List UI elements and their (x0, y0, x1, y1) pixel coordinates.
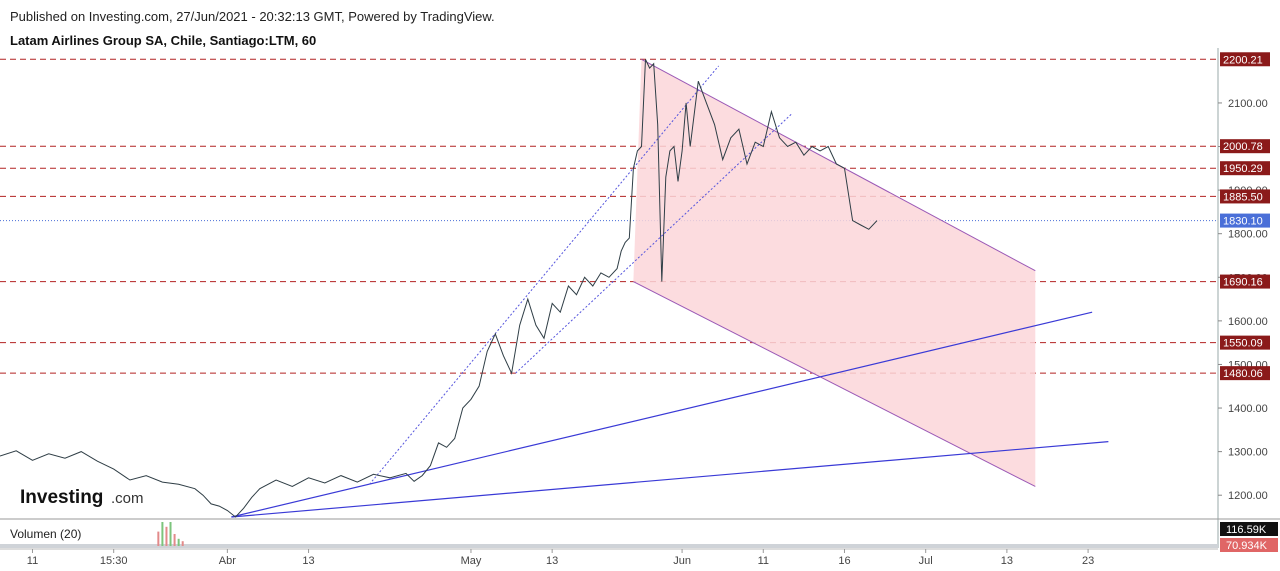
logo-name: Investing (20, 487, 103, 508)
x-tick-label: Abr (219, 555, 236, 567)
level-tag: 2200.21 (1220, 52, 1270, 67)
level-tag-label: 1480.06 (1223, 368, 1263, 380)
x-tick-label: 13 (302, 555, 314, 567)
volume-ma-tag-bg (1220, 538, 1278, 552)
level-tag: 1885.50 (1220, 189, 1270, 204)
x-tick-label: May (461, 555, 482, 567)
channel-fill (633, 59, 1036, 487)
level-tag-label: 1690.16 (1223, 277, 1263, 289)
level-tag: 1690.16 (1220, 274, 1270, 289)
level-tag-label: 1950.29 (1223, 163, 1263, 175)
level-tag-bg (1220, 52, 1270, 67)
volume-ma-tag: 70.934K (1220, 538, 1278, 552)
current-price-tag-bg (1220, 213, 1270, 228)
trend-line[interactable] (231, 441, 1109, 518)
trend-line[interactable] (231, 311, 1093, 518)
x-tick-label: Jun (673, 555, 691, 567)
level-tag-label: 2000.78 (1223, 141, 1263, 153)
volume-bar (157, 531, 160, 546)
y-tick-label: 1600.00 (1228, 316, 1268, 328)
x-axis: 11 15:30 Abr 13 May 13 Jun 11 16 Jul 13 23 (0, 548, 1218, 567)
fan-line[interactable] (369, 65, 720, 485)
x-tick-label: 13 (546, 555, 558, 567)
level-tag: 1950.29 (1220, 161, 1270, 176)
price-line[interactable] (0, 59, 878, 518)
y-axis: 1200.001300.001400.001500.001600.001700.… (1217, 48, 1270, 548)
level-tag-bg (1220, 139, 1270, 154)
y-tick-label: 1300.00 (1228, 447, 1268, 459)
volume-bar (161, 522, 164, 546)
volume-pane: Volumen (20) 116.59K 70.934K (0, 518, 1280, 552)
published-caption: Published on Investing.com, 27/Jun/2021 … (10, 9, 495, 24)
volume-bar (169, 522, 172, 546)
fan-line[interactable] (515, 113, 793, 374)
level-tag-bg (1220, 161, 1270, 176)
y-tick-label: 1800.00 (1228, 229, 1268, 241)
volume-bar (173, 534, 176, 546)
x-tick-label: 15:30 (100, 555, 128, 567)
level-tag: 1550.09 (1220, 335, 1270, 350)
price-series (0, 59, 878, 518)
level-tag-bg (1220, 335, 1270, 350)
volume-tag-bg (1220, 522, 1278, 536)
y-tick-label: 1400.00 (1228, 403, 1268, 415)
level-tag-bg (1220, 366, 1270, 381)
trend-lines (231, 65, 1109, 518)
x-tick-label: 23 (1082, 555, 1094, 567)
volume-ma-tag-label: 70.934K (1226, 540, 1268, 552)
x-tick-label: 11 (758, 555, 769, 567)
current-price-tag-label: 1830.10 (1223, 216, 1263, 228)
logo-suffix: .com (111, 490, 144, 507)
current-price-tag: 1830.10 (1220, 213, 1270, 228)
channel-lower-line[interactable] (633, 281, 1036, 487)
volume-label: Volumen (20) (10, 527, 81, 541)
level-tag-label: 2200.21 (1223, 54, 1263, 66)
x-tick-label: 13 (1001, 555, 1013, 567)
level-tag-label: 1885.50 (1223, 191, 1263, 203)
level-tag-bg (1220, 274, 1270, 289)
x-tick-label: 16 (838, 555, 850, 567)
level-tag: 2000.78 (1220, 139, 1270, 154)
investing-logo: Investing .com (20, 487, 144, 508)
volume-bar (177, 538, 180, 546)
x-tick-label: Jul (919, 555, 933, 567)
chart-title: Latam Airlines Group SA, Chile, Santiago… (10, 33, 317, 48)
volume-bar (165, 526, 168, 546)
volume-baseline (0, 544, 1218, 548)
level-tag-bg (1220, 189, 1270, 204)
level-tag: 1480.06 (1220, 366, 1270, 381)
volume-value-tag: 116.59K (1220, 522, 1278, 536)
level-tag-label: 1550.09 (1223, 338, 1263, 350)
y-tick-label: 2100.00 (1228, 98, 1268, 110)
volume-tag-label: 116.59K (1226, 524, 1267, 536)
y-tick-label: 1200.00 (1228, 490, 1268, 502)
volume-bar (181, 541, 184, 546)
x-tick-label: 11 (27, 555, 38, 567)
